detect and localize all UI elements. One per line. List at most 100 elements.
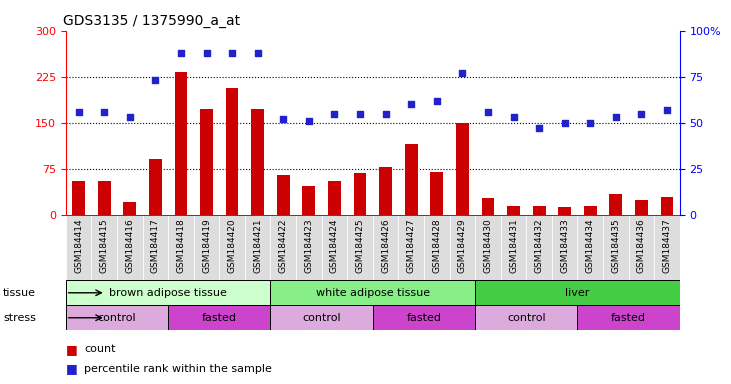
Point	[661, 107, 673, 113]
Bar	[552, 215, 577, 280]
Text: ■: ■	[66, 362, 77, 375]
Bar	[475, 280, 680, 305]
Bar	[143, 215, 168, 280]
Text: GSM184419: GSM184419	[202, 218, 211, 273]
Bar	[577, 305, 680, 330]
Bar	[72, 181, 85, 215]
Text: GSM184423: GSM184423	[304, 218, 314, 273]
Bar	[168, 305, 270, 330]
Text: GSM184429: GSM184429	[458, 218, 467, 273]
Point	[328, 111, 340, 117]
Text: GSM184426: GSM184426	[381, 218, 390, 273]
Point	[431, 98, 442, 104]
Bar	[194, 215, 219, 280]
Text: percentile rank within the sample: percentile rank within the sample	[84, 364, 272, 374]
Text: GSM184414: GSM184414	[74, 218, 83, 273]
Text: white adipose tissue: white adipose tissue	[316, 288, 430, 298]
Point	[405, 101, 417, 108]
Bar	[117, 215, 143, 280]
Bar	[584, 207, 596, 215]
Text: stress: stress	[3, 313, 36, 323]
Text: GSM184421: GSM184421	[253, 218, 262, 273]
Text: fasted: fasted	[202, 313, 237, 323]
Point	[175, 50, 186, 56]
Bar	[270, 305, 373, 330]
Bar	[661, 197, 673, 215]
Point	[533, 125, 545, 131]
Bar	[475, 305, 577, 330]
Bar	[533, 207, 545, 215]
Text: GDS3135 / 1375990_a_at: GDS3135 / 1375990_a_at	[63, 14, 240, 28]
Point	[226, 50, 238, 56]
Bar	[577, 215, 603, 280]
Bar	[98, 181, 110, 215]
Bar	[450, 215, 475, 280]
Text: GSM184425: GSM184425	[355, 218, 365, 273]
Bar	[175, 73, 187, 215]
Bar	[379, 167, 392, 215]
Bar	[635, 200, 648, 215]
Bar	[501, 215, 526, 280]
Text: GSM184427: GSM184427	[406, 218, 416, 273]
Text: tissue: tissue	[3, 288, 36, 298]
Bar	[456, 123, 469, 215]
Bar	[296, 215, 322, 280]
Point	[558, 120, 570, 126]
Text: GSM184434: GSM184434	[586, 218, 595, 273]
Point	[73, 109, 84, 115]
Bar	[431, 172, 443, 215]
Text: GSM184432: GSM184432	[534, 218, 544, 273]
Text: GSM184433: GSM184433	[560, 218, 569, 273]
Bar	[251, 109, 264, 215]
Point	[303, 118, 314, 124]
Text: control: control	[507, 313, 545, 323]
Point	[482, 109, 493, 115]
Bar	[507, 206, 520, 215]
Point	[584, 120, 596, 126]
Point	[456, 70, 468, 76]
Bar	[610, 194, 622, 215]
Text: GSM184415: GSM184415	[99, 218, 109, 273]
Bar	[270, 215, 296, 280]
Point	[251, 50, 263, 56]
Bar	[398, 215, 424, 280]
Point	[610, 114, 621, 121]
Bar	[168, 215, 194, 280]
Text: GSM184435: GSM184435	[611, 218, 621, 273]
Bar	[405, 144, 417, 215]
Text: control: control	[98, 313, 136, 323]
Text: ■: ■	[66, 343, 77, 356]
Text: control: control	[303, 313, 341, 323]
Text: GSM184437: GSM184437	[662, 218, 672, 273]
Bar	[482, 198, 494, 215]
Text: GSM184417: GSM184417	[151, 218, 160, 273]
Bar	[66, 305, 168, 330]
Text: brown adipose tissue: brown adipose tissue	[109, 288, 227, 298]
Text: GSM184418: GSM184418	[176, 218, 186, 273]
Bar	[91, 215, 117, 280]
Point	[98, 109, 110, 115]
Bar	[277, 175, 289, 215]
Text: GSM184420: GSM184420	[227, 218, 237, 273]
Point	[507, 114, 519, 121]
Bar	[373, 215, 398, 280]
Bar	[347, 215, 373, 280]
Bar	[124, 202, 136, 215]
Bar	[270, 280, 475, 305]
Bar	[245, 215, 270, 280]
Bar	[654, 215, 680, 280]
Text: fasted: fasted	[406, 313, 442, 323]
Point	[354, 111, 366, 117]
Text: GSM184428: GSM184428	[432, 218, 442, 273]
Bar	[66, 215, 91, 280]
Bar	[303, 185, 315, 215]
Bar	[558, 207, 571, 215]
Point	[277, 116, 289, 122]
Text: GSM184431: GSM184431	[509, 218, 518, 273]
Point	[380, 111, 392, 117]
Bar	[66, 280, 270, 305]
Bar	[526, 215, 552, 280]
Text: GSM184430: GSM184430	[483, 218, 493, 273]
Point	[200, 50, 212, 56]
Point	[149, 78, 161, 84]
